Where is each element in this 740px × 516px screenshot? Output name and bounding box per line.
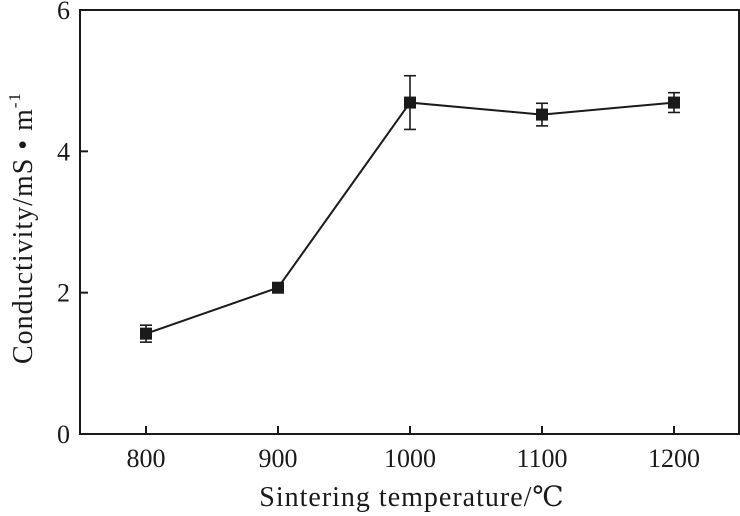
y-ticks: 0 2 4 6 [57, 0, 88, 449]
y-axis-title-superscript: -1 [5, 92, 24, 108]
y-tick-label: 0 [57, 420, 70, 449]
plot-frame [79, 9, 740, 435]
x-tick-label: 800 [127, 444, 166, 473]
x-tick-label: 1000 [384, 444, 436, 473]
data-point-marker [536, 108, 548, 121]
series-group [140, 74, 680, 343]
y-axis-title-group: Conductivity/mS • m-1 [5, 92, 39, 364]
data-point-marker [140, 327, 152, 340]
x-tick-label: 1200 [648, 444, 700, 473]
data-point-marker [668, 96, 680, 109]
data-point-marker [404, 96, 416, 109]
data-point-marker [272, 281, 284, 294]
y-tick-label: 6 [57, 0, 70, 25]
series-line [145, 101, 675, 335]
x-axis-title: Sintering temperature/℃ [259, 482, 564, 513]
x-tick-label: 1100 [516, 444, 567, 473]
y-tick-label: 4 [57, 137, 70, 166]
axes [79, 9, 740, 435]
x-ticks: 800 900 1000 1100 1200 [127, 426, 700, 473]
y-tick-label: 2 [57, 279, 70, 308]
y-axis-title: Conductivity/mS • m-1 [5, 92, 39, 364]
x-tick-label: 900 [259, 444, 298, 473]
y-axis-title-main: Conductivity/mS • m [8, 108, 39, 364]
